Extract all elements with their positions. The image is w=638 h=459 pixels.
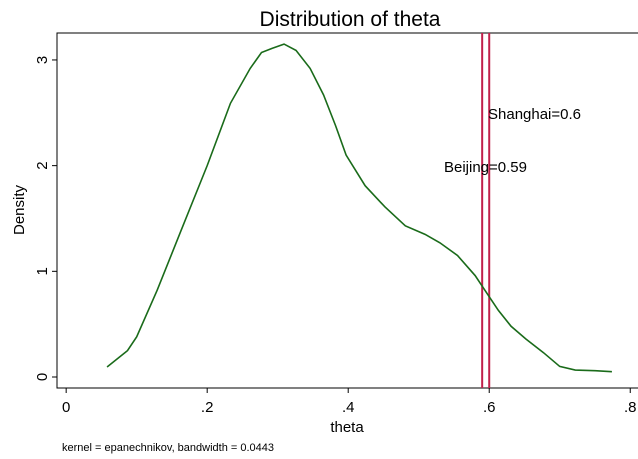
x-tick-label: 0 <box>62 399 70 416</box>
density-line <box>106 43 612 373</box>
annotation-label: Shanghai=0.6 <box>488 106 581 123</box>
y-tick-label: 0 <box>34 373 51 381</box>
plot-frame <box>56 32 638 389</box>
x-tick-label: .8 <box>624 399 637 416</box>
x-tick-label: .6 <box>483 399 496 416</box>
note: kernel = epanechnikov, bandwidth = 0.044… <box>62 442 274 454</box>
x-axis-label: theta <box>330 419 364 436</box>
x-tick-label: .4 <box>342 399 355 416</box>
y-tick-label: 1 <box>34 267 51 275</box>
y-tick-label: 2 <box>34 161 51 169</box>
x-tick-label: .2 <box>201 399 214 416</box>
annotation-label: Beijing=0.59 <box>444 159 527 176</box>
y-tick-label: 3 <box>34 56 51 64</box>
y-axis-label: Density <box>11 184 28 235</box>
chart-title: Distribution of theta <box>260 8 441 31</box>
